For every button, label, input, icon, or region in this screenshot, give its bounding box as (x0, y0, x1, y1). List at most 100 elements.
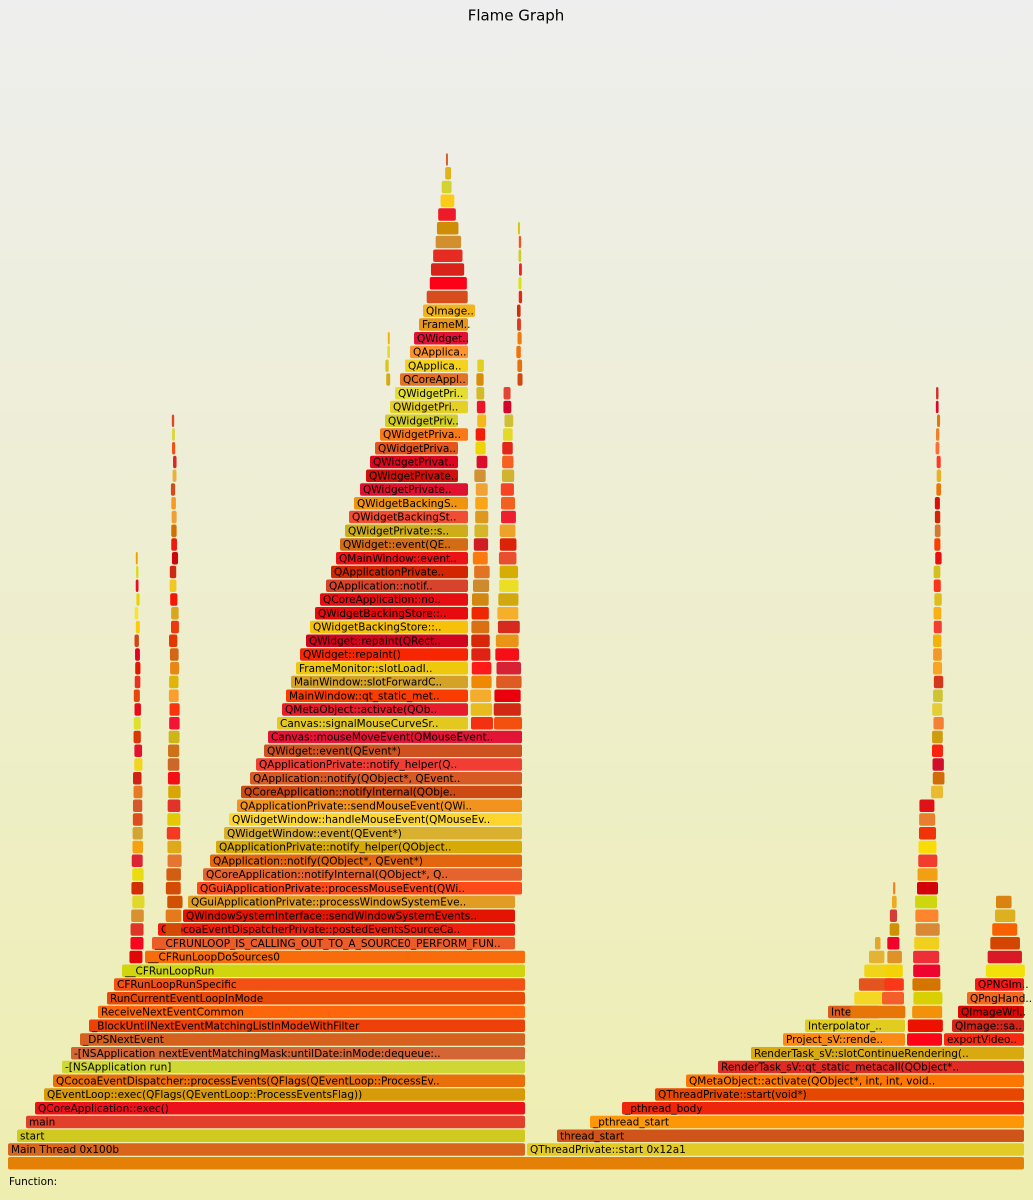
frame-label: QWidgetPri.. (393, 402, 458, 414)
frame-label: QWidgetPrivat.. (373, 457, 455, 469)
frame (494, 689, 521, 702)
frame-label: QCoreApplication::exec() (38, 1103, 169, 1115)
frame (912, 978, 941, 991)
frame (152, 937, 515, 950)
frame (385, 414, 458, 427)
frame-label: QImageWri.. (961, 1007, 1026, 1019)
frame (133, 785, 143, 799)
frame (134, 607, 139, 620)
frame (934, 593, 942, 606)
frame (493, 703, 521, 716)
frame-label: QMetaObject::activate(QOb.. (285, 704, 437, 716)
frame (395, 387, 468, 400)
frame (80, 1033, 525, 1046)
frame (122, 964, 525, 977)
frame-label: QApplication::notif.. (329, 580, 433, 592)
frame-label: QWidgetPriva.. (378, 443, 456, 455)
frame (504, 414, 514, 427)
frame-label: QWidgetBackingStore::.. (313, 622, 441, 634)
frame (172, 469, 177, 482)
frame (326, 579, 468, 592)
frame-label: __CFRunLoopRun (124, 965, 214, 977)
frame (229, 813, 522, 826)
frame (470, 717, 493, 730)
frame (884, 978, 904, 991)
frame (167, 772, 180, 785)
frame (476, 455, 488, 469)
frame (936, 455, 941, 469)
frame (336, 552, 468, 565)
frame (134, 703, 141, 716)
frame-label: RunCurrentEventLoopInMode (110, 993, 263, 1005)
frame (435, 235, 462, 249)
frame (477, 359, 484, 372)
frame (517, 318, 521, 331)
frame (471, 634, 490, 647)
frame-label: RenderTask_sV::qt_static_metacall(QObjec… (721, 1062, 959, 1074)
frame (167, 799, 181, 812)
frame (936, 387, 939, 400)
frame (933, 717, 944, 730)
frame (296, 662, 468, 675)
frame-label: QWidget::event(QE.. (343, 539, 451, 551)
frame (475, 483, 488, 496)
frame (503, 428, 513, 441)
frame (349, 510, 468, 524)
frame (224, 827, 522, 840)
frame (655, 1088, 1024, 1101)
frame (934, 524, 941, 537)
frame (936, 483, 942, 496)
frame (441, 180, 452, 194)
frame (476, 373, 484, 386)
frame (8, 1143, 525, 1156)
frame (936, 469, 942, 482)
frame (497, 607, 519, 620)
frame (502, 442, 513, 455)
frame-label: QWidgetBackingStore::.. (318, 608, 446, 620)
frame (168, 785, 181, 799)
frame (518, 277, 522, 290)
frame-label: QWidget::repaint() (303, 649, 401, 661)
frame (783, 1033, 905, 1046)
frame (169, 648, 179, 661)
frame (107, 992, 525, 1005)
frame (912, 1005, 943, 1019)
frame (935, 400, 939, 414)
frame-label: _pthread_body (624, 1103, 703, 1115)
frame (183, 909, 515, 922)
frame (291, 675, 468, 689)
frame (931, 785, 944, 799)
frame-label: QWidget.. (417, 333, 469, 345)
frame (237, 799, 522, 812)
frame-label: thread_start (560, 1130, 624, 1142)
frame (133, 717, 141, 730)
frame (944, 1033, 1024, 1046)
frame (300, 648, 468, 661)
frame-label: start (20, 1130, 44, 1142)
frame (935, 428, 940, 441)
frame (475, 442, 486, 455)
frame (203, 868, 522, 881)
frame (932, 703, 943, 716)
frame-label: QPNGIm.. (978, 979, 1029, 991)
frame-label: QMetaObject::activate(QObject*, int, int… (689, 1075, 935, 1087)
frame (501, 497, 516, 510)
frame (170, 593, 178, 606)
frame-label: ReceiveNextEventCommon (101, 1007, 244, 1019)
frame (135, 579, 139, 592)
frame (995, 909, 1016, 922)
frame-label: QWidgetBackingSt.. (352, 512, 456, 524)
frame (893, 882, 896, 895)
frame (518, 290, 523, 304)
frame-label: QCoreApplication::notifyInternal(QObje.. (244, 787, 456, 799)
frame (499, 538, 517, 551)
frame (386, 373, 391, 386)
frame (933, 689, 943, 702)
frame (445, 153, 448, 166)
frame (474, 469, 486, 482)
frame-label: QApplica.. (413, 347, 467, 359)
frame (158, 923, 515, 936)
frame (17, 1129, 525, 1142)
frame (354, 497, 468, 510)
